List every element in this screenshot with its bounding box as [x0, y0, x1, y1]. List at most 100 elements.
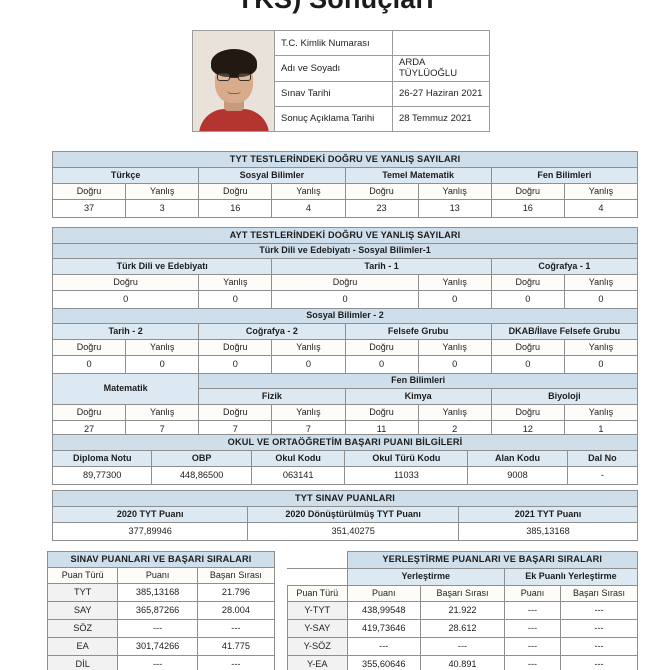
table-row: 0 0 0 0 0 0 0 0 [51, 355, 639, 374]
col-yanlis: Yanlış [417, 183, 492, 200]
exam-row-rank-soz: --- [196, 619, 276, 638]
placement-row-rank-ysay: 28.612 [420, 619, 505, 638]
exam-row-rank-dil: --- [196, 655, 276, 670]
col-dogru: Doğru [344, 339, 419, 356]
col-yanlis: Yanlış [271, 339, 346, 356]
ayt-edebiyat-yanlis: 0 [198, 290, 273, 309]
table-row: Y-SÖZ --- --- --- --- [287, 637, 638, 656]
col-dogru: Doğru [344, 183, 419, 200]
col-yanlis: Yanlış [198, 274, 273, 291]
table-row: Y-TYT 438,99548 21.922 --- --- [287, 601, 638, 620]
col-yanlis: Yanlış [271, 183, 346, 200]
ayt-cografya1-dogru: 0 [490, 290, 565, 309]
ayt-tarih1-dogru: 0 [271, 290, 419, 309]
placement-header-type: Puan Türü [287, 585, 348, 602]
ayt-dkab-dogru: 0 [490, 355, 565, 374]
col-dogru: Doğru [51, 404, 127, 421]
identity-value-exam-date: 26-27 Haziran 2021 [392, 80, 490, 107]
school-header-dal-no: Dal No [566, 450, 639, 467]
tyt-subject-matematik: Temel Matematik [344, 167, 492, 184]
school-value-alan-kodu: 9008 [467, 466, 568, 485]
col-dogru: Doğru [490, 183, 565, 200]
tyt-score-2020-converted: 351,40275 [247, 522, 459, 541]
col-dogru: Doğru [198, 183, 273, 200]
exam-row-rank-ea: 41.775 [196, 637, 276, 656]
tyt-turkce-yanlis: 3 [125, 199, 200, 218]
tyt-sosyal-yanlis: 4 [271, 199, 346, 218]
tyt-correct-wrong-table: TYT TESTLERİNDEKİ DOĞRU VE YANLIŞ SAYILA… [51, 151, 639, 218]
placement-row-extra-rank-ysay: --- [560, 619, 638, 638]
exam-row-score-ea: 301,74266 [117, 637, 198, 656]
exam-row-score-soz: --- [117, 619, 198, 638]
ayt-cografya1-yanlis: 0 [563, 290, 639, 309]
ayt-subject-cografya1: Coğrafya - 1 [490, 258, 639, 275]
placement-header-extra-rank: Başarı Sırası [560, 585, 638, 602]
tyt-score-2020: 377,89946 [51, 522, 249, 541]
tyt-subject-turkce: Türkçe [51, 167, 200, 184]
col-yanlis: Yanlış [125, 339, 200, 356]
table-row: Y-EA 355,60646 40.891 --- --- [287, 655, 638, 670]
placement-row-score-yea: 355,60646 [346, 655, 421, 670]
table-row: SÖZ --- --- [46, 619, 276, 638]
school-value-obp: 448,86500 [151, 466, 252, 485]
identity-label-name: Adı ve Soyadı [274, 55, 393, 82]
col-dogru: Doğru [51, 183, 127, 200]
tyt-correct-wrong-title: TYT TESTLERİNDEKİ DOĞRU VE YANLIŞ SAYILA… [52, 151, 638, 168]
ayt-cografya2-yanlis: 0 [271, 355, 346, 374]
exam-row-score-tyt: 385,13168 [117, 583, 198, 602]
school-header-diploma: Diploma Notu [51, 450, 153, 467]
col-yanlis: Yanlış [417, 339, 492, 356]
school-value-okul-turu: 11033 [344, 466, 469, 485]
tyt-subject-fen: Fen Bilimleri [490, 167, 639, 184]
table-row: Y-SAY 419,73646 28.612 --- --- [287, 619, 638, 638]
school-value-dal-no: - [566, 466, 639, 485]
tyt-scores-title: TYT SINAV PUANLARI [52, 490, 638, 507]
placement-row-extra-rank-ytyt: --- [560, 601, 638, 620]
exam-row-type-say: SAY [46, 601, 119, 620]
exam-row-type-soz: SÖZ [46, 619, 119, 638]
col-dogru: Doğru [344, 404, 419, 421]
school-header-obp: OBP [151, 450, 252, 467]
col-yanlis: Yanlış [563, 183, 639, 200]
ayt-felsefe-yanlis: 0 [417, 355, 492, 374]
ayt-subject-tarih1: Tarih - 1 [271, 258, 492, 275]
tyt-scores-table: TYT SINAV PUANLARI 2020 TYT Puanı 2020 D… [51, 490, 639, 541]
col-dogru: Doğru [198, 339, 273, 356]
school-info-section: OKUL VE ORTAÖĞRETİM BAŞARI PUANI BİLGİLE… [51, 434, 639, 485]
ayt-subject-matematik: Matematik [51, 373, 200, 405]
tyt-turkce-dogru: 37 [51, 199, 127, 218]
placement-row-extra-rank-ysoz: --- [560, 637, 638, 656]
placement-row-extra-score-ysoz: --- [504, 637, 561, 656]
identity-label-exam-date: Sınav Tarihi [274, 80, 393, 107]
ayt-subject-tarih2: Tarih - 2 [51, 323, 200, 340]
identity-label-result-date: Sonuç Açıklama Tarihi [274, 105, 393, 133]
school-value-diploma: 89,77300 [51, 466, 153, 485]
tyt-score-2021: 385,13168 [457, 522, 639, 541]
col-yanlis: Yanlış [417, 404, 492, 421]
col-yanlis: Yanlış [125, 404, 200, 421]
placement-row-type-ysoz: Y-SÖZ [287, 637, 348, 656]
tyt-sosyal-dogru: 16 [198, 199, 273, 218]
ayt-subject-kimya: Kimya [344, 388, 492, 405]
exam-scores-header-score: Puanı [117, 567, 198, 584]
col-dogru: Doğru [51, 274, 200, 291]
col-dogru: Doğru [490, 339, 565, 356]
placement-corner-blank [287, 551, 348, 569]
col-yanlis: Yanlış [125, 183, 200, 200]
ayt-tarih2-yanlis: 0 [125, 355, 200, 374]
placement-group-yerlestirme: Yerleştirme [346, 568, 505, 586]
ayt-subject-cografya2: Coğrafya - 2 [198, 323, 346, 340]
placement-row-type-ysay: Y-SAY [287, 619, 348, 638]
exam-scores-table: SINAV PUANLARI VE BAŞARI SIRALARI Puan T… [46, 551, 276, 670]
ayt-subject-felsefe: Felsefe Grubu [344, 323, 492, 340]
placement-row-score-ysay: 419,73646 [346, 619, 421, 638]
identity-value-tckn [392, 29, 490, 57]
exam-row-rank-tyt: 21.796 [196, 583, 276, 602]
tyt-matematik-yanlis: 13 [417, 199, 492, 218]
placement-scores-section: YERLEŞTİRME PUANLARI VE BAŞARI SIRALARI … [287, 551, 638, 670]
col-yanlis: Yanlış [271, 404, 346, 421]
placement-row-rank-yea: 40.891 [420, 655, 505, 670]
exam-row-score-say: 365,87266 [117, 601, 198, 620]
table-row: 89,77300 448,86500 063141 11033 9008 - [51, 466, 639, 485]
